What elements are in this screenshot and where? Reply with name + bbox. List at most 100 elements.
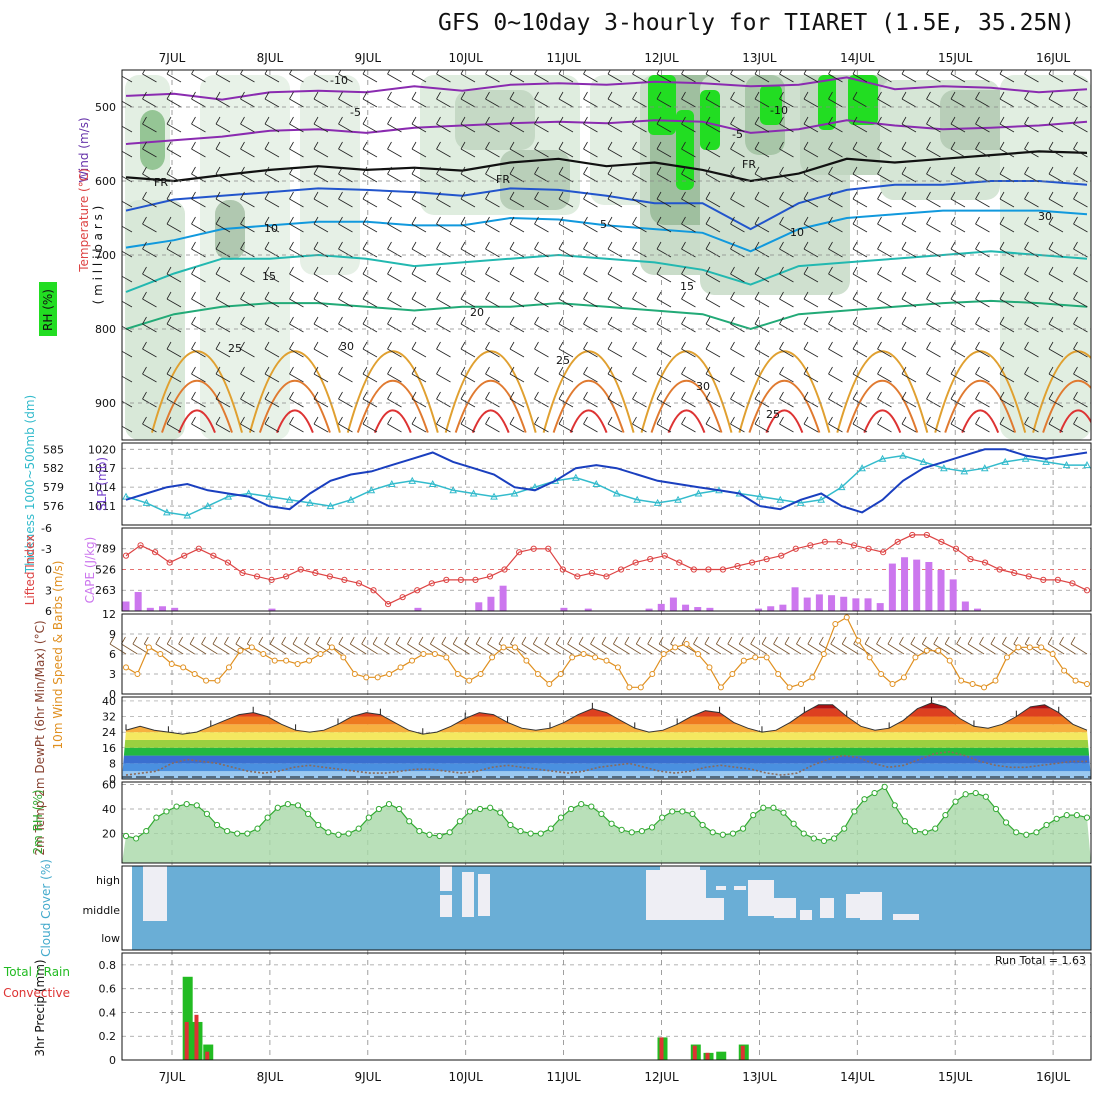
wind-barb — [338, 191, 353, 208]
wind-barb — [191, 391, 206, 408]
wind-barb — [436, 341, 451, 358]
wind-barb — [460, 341, 476, 358]
wind-barb — [877, 316, 892, 333]
thickness-point — [490, 492, 498, 500]
wind-barb — [754, 341, 770, 358]
wind-barb — [240, 316, 255, 333]
li-point — [283, 573, 290, 580]
ylabel-thickness: Thickness 1000~500mb (dm) — [23, 395, 37, 574]
wind-barb — [681, 291, 696, 308]
wind-barb — [1073, 416, 1088, 433]
wind-barb — [436, 316, 451, 333]
wind-speed-point — [1015, 644, 1022, 651]
wind-barb — [313, 141, 329, 158]
wind-barb — [387, 191, 402, 208]
wind-barb — [544, 636, 561, 655]
wind-barb — [166, 141, 182, 158]
ylabel-cape: CAPE (J/kg) — [83, 537, 97, 604]
date-label-top: 9JUL — [354, 51, 381, 65]
wind-barb — [361, 636, 378, 655]
cloud-block — [893, 914, 919, 920]
wind-barb — [240, 216, 255, 233]
panel-frame — [121, 952, 1092, 1061]
wind-barb — [1048, 141, 1064, 158]
wind-speed-point — [351, 671, 358, 677]
li-point — [923, 531, 930, 539]
wind-barb — [215, 191, 231, 208]
slp-line — [125, 448, 1088, 514]
wind-barb — [264, 216, 280, 233]
wind-barb — [122, 267, 133, 283]
wind-barb — [240, 416, 255, 433]
wind-barb — [807, 636, 825, 655]
wind-barb — [395, 636, 413, 655]
thickness-point — [387, 479, 396, 487]
wind-speed-point — [763, 654, 770, 661]
rh-point — [264, 814, 271, 821]
wind-barb — [387, 241, 402, 258]
wind-barb — [191, 91, 206, 108]
isotherm-35 — [569, 409, 608, 433]
thickness-point — [510, 489, 519, 497]
wind-barb — [828, 366, 843, 383]
wind-barb — [387, 91, 402, 108]
wind-barb — [975, 141, 990, 158]
cape-bar — [694, 607, 702, 611]
wind-barb — [372, 636, 390, 655]
wind-barb — [191, 291, 206, 308]
wind-barb — [215, 241, 231, 258]
isotherm-25 — [248, 350, 341, 433]
rh-point — [648, 824, 656, 831]
li-point — [967, 556, 974, 563]
wind-barb — [215, 216, 231, 233]
wind-barb — [705, 116, 721, 133]
rh-point — [193, 802, 200, 809]
rh-point — [841, 825, 848, 832]
wind-tick: 3 — [109, 668, 116, 681]
isotherm-label: FR — [496, 173, 510, 186]
wind-barb — [828, 416, 843, 433]
wind-barb — [485, 241, 500, 258]
wind-barb — [215, 341, 231, 358]
isotherm--5 — [125, 119, 1088, 145]
wind-barb — [558, 266, 574, 283]
date-label-top: 7JUL — [159, 51, 186, 65]
wind-barb — [730, 191, 745, 208]
wind-barb — [534, 341, 549, 358]
wind-barb — [1073, 391, 1088, 408]
cape-bar — [803, 597, 811, 611]
wind-barb — [926, 366, 941, 383]
wind-barb — [901, 416, 917, 433]
li-point — [224, 559, 232, 566]
li-point — [1069, 580, 1076, 587]
rh-point — [962, 791, 969, 798]
li-point — [617, 566, 625, 573]
temp-line — [125, 702, 1088, 735]
wind-speed-point — [203, 677, 210, 684]
temp-band — [122, 763, 1091, 772]
wind-speed-point — [752, 654, 759, 661]
cape-bar — [657, 603, 665, 611]
isotherm-label: 25 — [766, 408, 780, 421]
rh-point — [881, 783, 888, 791]
wind-barb — [289, 216, 304, 233]
wind-barb — [411, 266, 427, 283]
wind-barb — [534, 216, 549, 233]
wind-barb — [590, 636, 607, 655]
wind-barb — [289, 91, 304, 108]
wind-barb — [313, 91, 329, 108]
wind-barb — [828, 116, 843, 133]
wind-speed-point — [797, 681, 804, 687]
wind-speed-point — [809, 674, 816, 681]
wind-barb — [485, 316, 500, 333]
thickness-point — [919, 457, 928, 465]
wind-barb — [289, 291, 304, 308]
isotherm-20 — [125, 299, 1088, 331]
isotherm-35 — [961, 409, 1000, 433]
wind-barb — [990, 636, 1008, 655]
rh-point — [1083, 814, 1091, 821]
temp-tick: 8 — [109, 757, 116, 770]
wind-barb — [583, 291, 598, 308]
isotherm-30 — [356, 379, 429, 433]
wind-speed-point — [740, 657, 747, 664]
